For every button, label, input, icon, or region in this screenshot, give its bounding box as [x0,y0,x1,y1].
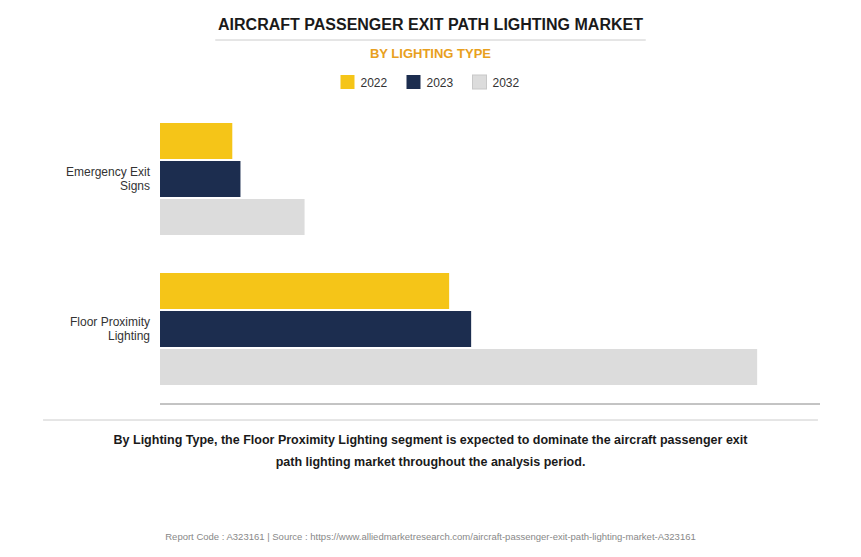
legend-swatch [473,75,487,89]
bar [160,161,240,197]
bar [160,349,757,385]
bar [160,311,471,347]
title-rule [215,40,646,41]
annotation: path lighting market throughout the anal… [276,455,586,469]
chart: AIRCRAFT PASSENGER EXIT PATH LIGHTING MA… [0,0,861,557]
legend-label: 2032 [493,76,520,90]
legend: 2022 2023 2032 [341,75,520,90]
bar [160,273,449,309]
category-label: Floor ProximityLighting [70,315,150,343]
legend-label: 2022 [361,76,388,90]
bar [160,199,305,235]
separator [43,420,818,421]
bars [160,123,757,385]
legend-swatch [341,75,355,89]
title: AIRCRAFT PASSENGER EXIT PATH LIGHTING MA… [218,16,643,33]
bar [160,123,232,159]
subtitle: BY LIGHTING TYPE [370,46,491,61]
legend-swatch [407,75,421,89]
annotation: By Lighting Type, the Floor Proximity Li… [114,433,749,447]
category-label: Emergency ExitSigns [66,165,151,193]
x-axis-line [160,404,820,405]
legend-label: 2023 [427,76,454,90]
background [0,0,861,557]
footer: Report Code : A323161 | Source : https:/… [165,531,696,542]
